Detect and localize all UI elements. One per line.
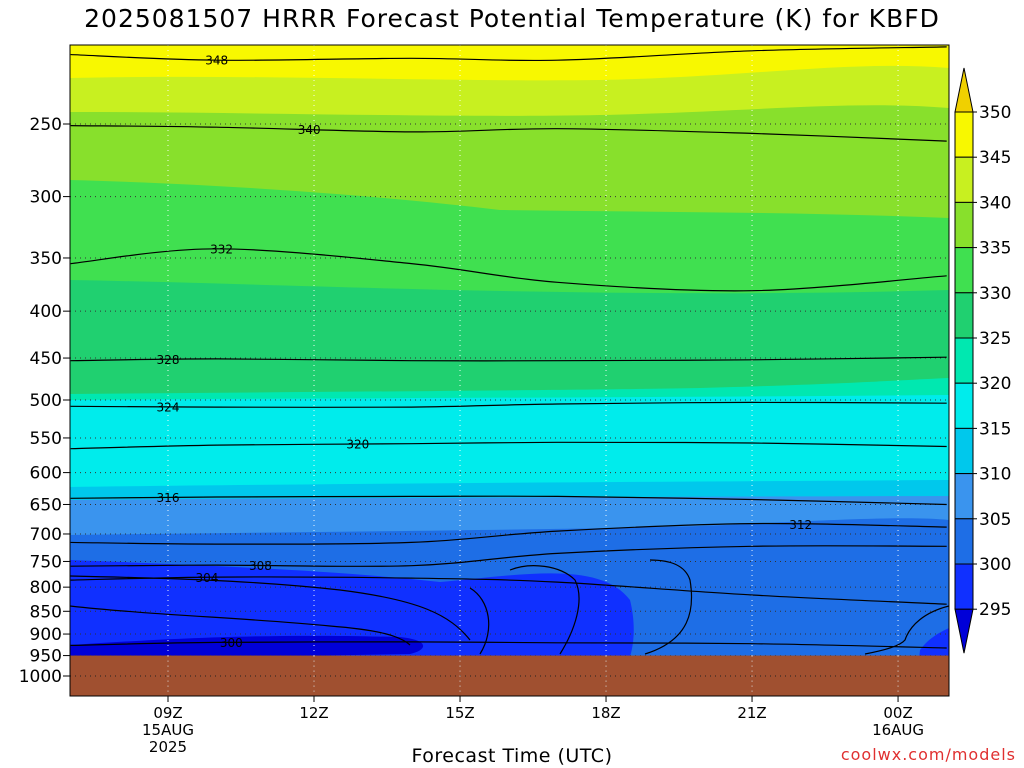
ytick-label-800: 800	[30, 578, 62, 598]
ytick-label-850: 850	[30, 602, 62, 622]
colorbar-label-340: 340	[979, 193, 1011, 213]
isotherm-fragment-1	[509, 565, 580, 655]
xtick-label-24-0: 00Z	[883, 704, 912, 722]
plot-frame	[69, 44, 950, 697]
isotherm-308	[70, 545, 947, 568]
isotherm-label-340: 340	[298, 123, 321, 137]
isotherm-label-300: 300	[220, 636, 243, 650]
colorbar-label-350: 350	[979, 103, 1011, 123]
chart-title: 2025081507 HRRR Forecast Potential Tempe…	[84, 4, 940, 33]
ytick-label-700: 700	[30, 525, 62, 545]
colorbar-label-305: 305	[979, 510, 1011, 530]
colorbar-box-315	[954, 427, 974, 475]
isotherm-328	[70, 356, 947, 362]
ytick-label-400: 400	[30, 302, 62, 322]
isotherm-340	[70, 124, 947, 142]
isotherm-label-312: 312	[789, 518, 812, 532]
isotherm-label-332: 332	[210, 243, 233, 257]
isotherm-320	[70, 441, 947, 450]
ytick-label-350: 350	[30, 249, 62, 269]
isotherms: 300 304 308 312 316 320 324 328 332 340 348	[70, 46, 949, 655]
xtick-label-9-0: 09Z	[153, 704, 182, 722]
isotherm-label-316: 316	[157, 491, 180, 505]
ground	[70, 655, 949, 696]
colorbar-label-330: 330	[979, 284, 1011, 304]
colorbar-label-345: 345	[979, 148, 1011, 168]
xtick-label-9-2: 2025	[149, 738, 187, 756]
y-axis: 250 300 350 400 450 500 550 600 650 700 750 800 850 9…	[19, 115, 70, 687]
isotherm-312	[70, 522, 947, 545]
ytick-label-250: 250	[30, 115, 62, 135]
isotherm-316	[70, 495, 947, 506]
credit-link[interactable]: coolwx.com/models	[840, 745, 1016, 764]
isotherm-304	[70, 576, 947, 605]
colorbar-label-320: 320	[979, 374, 1011, 394]
colorbar-label-315: 315	[979, 419, 1011, 439]
ytick-label-300: 300	[30, 188, 62, 208]
isotherm-324	[70, 401, 947, 408]
isotherm-label-308: 308	[249, 559, 272, 573]
ytick-label-750: 750	[30, 552, 62, 572]
isotherm-332	[70, 248, 947, 292]
isotherm-348	[70, 46, 947, 62]
xtick-label-24-1: 16AUG	[872, 721, 924, 739]
isotherm-fragment-2	[644, 559, 693, 655]
colorbar-label-295: 295	[979, 600, 1011, 620]
colorbar-box-350	[954, 111, 974, 158]
isotherm-300	[70, 641, 947, 649]
isotherm-fragment-5	[70, 575, 471, 641]
isotherm-fragment-4	[70, 605, 411, 646]
xtick-label-21-0: 21Z	[737, 704, 766, 722]
ytick-label-900: 900	[30, 625, 62, 645]
colorbar-label-300: 300	[979, 555, 1011, 575]
xtick-label-12-0: 12Z	[299, 704, 328, 722]
colorbar-box-305	[954, 518, 974, 565]
isotherm-label-320: 320	[346, 438, 369, 452]
ytick-label-600: 600	[30, 464, 62, 484]
colorbar-label-325: 325	[979, 329, 1011, 349]
colorbar-arrow-top	[954, 67, 974, 113]
ytick-label-1000: 1000	[19, 667, 62, 687]
colorbar-box-300	[954, 563, 974, 610]
ytick-label-650: 650	[30, 495, 62, 515]
isotherm-fragment-3	[864, 605, 949, 655]
colorbar-label-310: 310	[979, 465, 1011, 485]
grid	[70, 45, 949, 696]
colorbar-box-335	[954, 247, 974, 294]
isotherm-label-324: 324	[157, 400, 180, 414]
isotherm-label-348: 348	[205, 54, 228, 68]
colorbar-box-330	[954, 292, 974, 339]
xtick-label-18-0: 18Z	[591, 704, 620, 722]
ytick-label-550: 550	[30, 429, 62, 449]
colorbar-box-340	[954, 201, 974, 249]
isotherm-label-304: 304	[195, 571, 218, 585]
ground-fill	[70, 655, 949, 696]
colorbar-box-325	[954, 337, 974, 384]
isotherm-fragment-0	[469, 587, 490, 655]
xtick-label-15-0: 15Z	[445, 704, 474, 722]
colorbar: 350 345 340 335 330 325 320 315 310 305 300 295	[954, 67, 1011, 654]
ytick-label-500: 500	[30, 391, 62, 411]
colorbar-box-345	[954, 156, 974, 203]
x-axis-title: Forecast Time (UTC)	[411, 745, 613, 767]
colorbar-label-335: 335	[979, 239, 1011, 259]
ytick-label-450: 450	[30, 349, 62, 369]
colorbar-box-320	[954, 382, 974, 429]
ytick-label-950: 950	[30, 647, 62, 667]
colorbar-box-310	[954, 473, 974, 520]
theta-color-fill	[70, 45, 949, 696]
colorbar-arrow-bottom	[954, 608, 974, 654]
isotherm-label-328: 328	[157, 353, 180, 367]
xtick-label-9-1: 15AUG	[142, 721, 194, 739]
